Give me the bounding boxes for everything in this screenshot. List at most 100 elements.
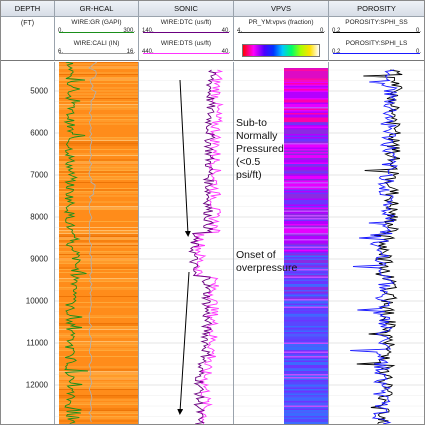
vpvs-color-band <box>284 401 328 403</box>
vpvs-color-band <box>284 234 328 237</box>
gr-track-header[interactable]: GR-HCAL <box>55 1 139 17</box>
vpvs-color-band <box>284 423 328 424</box>
vpvs-color-band <box>284 233 328 235</box>
anno-normal-line-2: Normally <box>236 130 278 142</box>
vpvs-color-band <box>284 155 328 157</box>
gr-fill-band <box>59 105 138 107</box>
gr-fill-band <box>59 195 138 197</box>
gr-fill-band <box>59 420 138 422</box>
vpvs-color-band <box>284 338 328 340</box>
vpvs-color-band <box>284 299 328 301</box>
porosity-track[interactable] <box>329 62 424 424</box>
depth-track-header[interactable]: DEPTH <box>1 1 55 17</box>
vpvs-color-band <box>284 411 328 414</box>
anno-normal-line-5: psi/ft) <box>236 169 262 181</box>
gr-curve-name[interactable]: WIRE:GR (GAPI) <box>71 19 122 26</box>
gr-fill-band <box>59 177 138 179</box>
vpvs-color-band <box>284 228 328 231</box>
vpvs-track[interactable]: Sub-to Normally Pressured (<0.5 psi/ft) … <box>234 62 329 424</box>
gr-fill-band <box>59 96 138 98</box>
gr-curve <box>63 62 88 424</box>
sonic-track-header[interactable]: SONIC <box>139 1 234 17</box>
anno-normal-line-4: (<0.5 <box>236 156 261 168</box>
vpvs-color-band <box>284 368 328 370</box>
gr-fill-band <box>59 233 138 234</box>
dtc-curve-name[interactable]: WIRE:DTC (us/ft) <box>160 19 212 26</box>
vpvs-color-band <box>284 371 328 373</box>
gr-fill-band <box>59 417 138 419</box>
vpvs-color-band <box>284 347 328 349</box>
depth-label: 5000 <box>30 86 48 96</box>
vpvs-color-band <box>284 374 328 376</box>
vpvs-color-band <box>284 384 328 387</box>
vpvs-color-band <box>284 414 328 417</box>
gr-fill-band <box>59 399 138 401</box>
vpvs-curve-name[interactable]: PR_YM:vpvs (fraction) <box>248 19 314 26</box>
vpvs-color-band <box>284 201 328 204</box>
gr-fill-band <box>59 201 138 203</box>
gr-fill-band <box>59 170 138 171</box>
vpvs-color-band <box>284 356 328 358</box>
gr-fill-band <box>59 138 138 140</box>
vpvs-color-band <box>284 125 328 127</box>
dtc-scale-max: 40. <box>221 28 230 34</box>
trend-arrow-overpressure <box>177 271 190 415</box>
gr-fill-band <box>59 411 138 413</box>
vpvs-color-band <box>284 308 328 310</box>
gr-fill-band <box>59 176 138 177</box>
gr-fill-band <box>59 287 138 288</box>
dts-scale-min: 440. <box>142 49 154 55</box>
vpvs-color-band <box>284 170 328 172</box>
vpvs-color-band <box>284 132 328 135</box>
gr-fill-band <box>59 206 138 207</box>
vpvs-color-band <box>284 249 328 252</box>
vpvs-color-band <box>284 416 328 418</box>
vpvs-color-band <box>284 239 328 241</box>
cali-curve-name[interactable]: WIRE:CALI (IN) <box>73 40 120 47</box>
vpvs-color-band <box>284 212 328 214</box>
gr-fill-band <box>59 98 138 99</box>
vpvs-color-band <box>284 165 328 168</box>
vpvs-color-band <box>284 285 328 288</box>
vpvs-color-band <box>284 354 328 357</box>
vpvs-color-band <box>284 134 328 136</box>
vpvs-color-band <box>284 300 328 303</box>
vpvs-color-band <box>284 392 328 394</box>
depth-track[interactable]: 5000 6000 7000 8000 9000 10000 11000 12000 <box>1 62 55 424</box>
vpvs-color-band <box>284 197 328 199</box>
gr-fill-band <box>59 83 138 84</box>
gr-track-title: GR-HCAL <box>79 4 114 13</box>
vpvs-color-band <box>284 381 328 384</box>
vpvs-color-band <box>284 333 328 336</box>
vpvs-color-band <box>284 167 328 169</box>
vpvs-color-band <box>284 188 328 190</box>
gr-fill-band <box>59 375 138 377</box>
vpvs-color-band <box>284 95 328 97</box>
vpvs-color-band <box>284 305 328 307</box>
vpvs-color-band <box>284 263 328 265</box>
vpvs-color-band <box>284 83 328 85</box>
sphi-ls-curve-name[interactable]: POROSITY:SPHI_LS <box>345 40 408 47</box>
porosity-track-header[interactable]: POROSITY <box>329 1 424 17</box>
vpvs-color-band <box>284 158 328 160</box>
gr-fill-band <box>59 387 138 389</box>
vpvs-color-band <box>284 140 328 142</box>
vpvs-color-band <box>284 290 328 292</box>
vpvs-color-band <box>284 90 328 93</box>
vpvs-color-band <box>284 122 328 124</box>
vpvs-color-band <box>284 173 328 175</box>
sonic-track[interactable] <box>139 62 234 424</box>
vpvs-color-band <box>284 398 328 400</box>
vpvs-top-band <box>284 68 328 82</box>
gr-fill-band <box>59 153 138 155</box>
gr-track[interactable] <box>55 62 139 424</box>
gr-fill-band <box>59 192 138 194</box>
vpvs-color-band <box>284 267 328 270</box>
sphi-ls-scale-max: 0. <box>415 49 421 55</box>
vpvs-color-band <box>284 306 328 309</box>
dts-curve-name[interactable]: WIRE:DTS (us/ft) <box>160 40 212 47</box>
sphi-ss-curve-name[interactable]: POROSITY:SPHI_SS <box>345 19 408 26</box>
vpvs-track-header[interactable]: VPVS <box>234 1 329 17</box>
vpvs-curve-legend-line <box>238 32 324 33</box>
dtc-curve-legend-line <box>143 32 229 33</box>
